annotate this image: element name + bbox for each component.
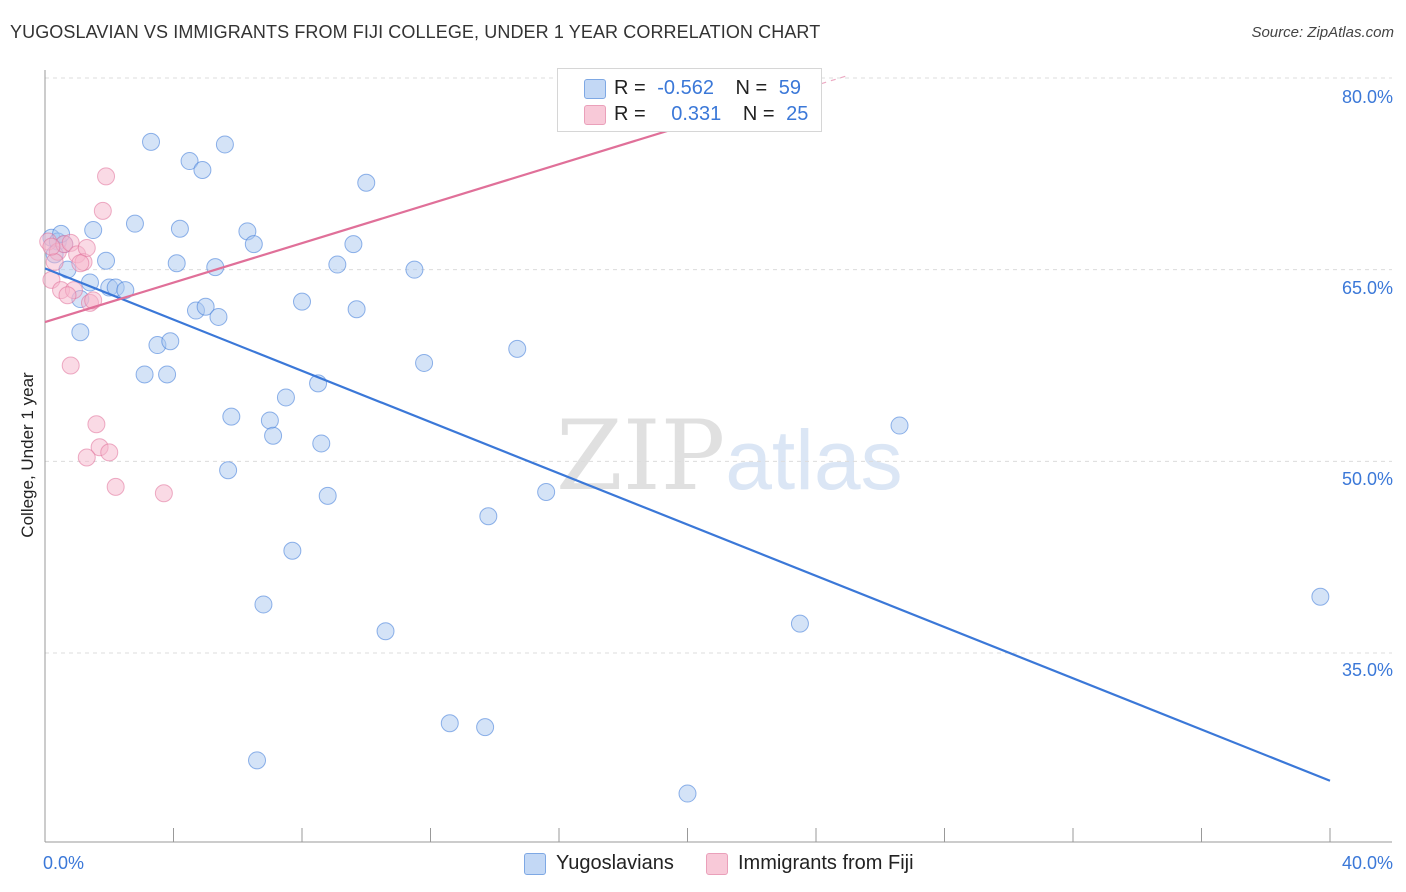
fiji-point — [97, 167, 116, 186]
yugoslavian-point — [125, 214, 144, 233]
yugoslavian-point — [476, 718, 495, 737]
fiji-point — [77, 238, 96, 257]
yugoslavian-point — [71, 323, 90, 342]
yugoslavian-point — [219, 461, 238, 480]
yugoslavian-point — [376, 622, 395, 641]
series-legend: Yugoslavians Immigrants from Fiji — [0, 852, 1406, 878]
fiji-point — [154, 484, 173, 503]
y-axis-label: College, Under 1 year — [18, 372, 37, 538]
yugoslavian-point — [790, 614, 809, 633]
fiji-point — [84, 291, 103, 310]
r-value: -0.562 — [657, 77, 714, 99]
yugoslavian-point — [276, 388, 295, 407]
yugoslavian-point — [264, 426, 283, 445]
y-tick-label: 80.0% — [1341, 87, 1393, 107]
stats-row-fiji: R = 0.331 N = 25 — [584, 103, 809, 126]
r-label: R = — [614, 77, 646, 99]
yugoslavian-point — [344, 235, 363, 254]
x-tick-label-min: 0.0% — [43, 853, 85, 873]
yugoslavian-point — [347, 300, 366, 319]
fiji-point — [93, 201, 112, 220]
fiji-trend-line — [44, 123, 688, 324]
y-tick-label: 35.0% — [1341, 660, 1393, 680]
fiji-point — [87, 415, 106, 434]
watermark: ZIPatlas — [556, 400, 903, 512]
yugoslavian-point — [293, 292, 311, 311]
fiji-point — [100, 443, 119, 462]
fiji-point — [106, 477, 125, 496]
yugoslavian-point — [254, 595, 273, 614]
yugoslavian-point — [170, 219, 189, 238]
legend-label: Yugoslavians — [556, 852, 674, 874]
axes — [44, 70, 1392, 843]
y-tick-label: 65.0% — [1341, 278, 1393, 298]
legend-swatch-blue — [584, 79, 606, 99]
yugoslavian-point — [161, 332, 180, 351]
yugoslavian-point — [537, 483, 556, 501]
n-value: 25 — [786, 103, 809, 125]
yugoslavian-point — [196, 297, 215, 316]
yugoslavian-point — [116, 281, 135, 300]
n-label: N = — [742, 103, 775, 125]
yugoslavian-point — [248, 751, 267, 770]
legend-swatch-blue — [524, 853, 546, 875]
yugoslavian-trend-line — [44, 267, 1331, 782]
watermark-atlas: atlas — [725, 413, 903, 507]
yugoslavian-point — [215, 135, 234, 154]
yugoslavian-point — [209, 307, 228, 326]
yugoslavian-point — [440, 714, 459, 733]
r-value: 0.331 — [671, 103, 722, 125]
legend-swatch-pink — [584, 105, 606, 125]
yugoslavian-point — [142, 132, 161, 151]
chart-title: YUGOSLAVIAN VS IMMIGRANTS FROM FIJI COLL… — [10, 22, 821, 42]
yugoslavian-point — [158, 365, 177, 384]
yugoslavian-point — [244, 235, 263, 254]
data-points — [39, 132, 1330, 803]
gridlines — [45, 77, 1392, 654]
yugoslavian-point — [328, 255, 347, 274]
yugoslavian-point — [318, 486, 337, 505]
yugoslavian-point — [312, 434, 331, 453]
yugoslavian-point — [1311, 587, 1330, 606]
yugoslavian-point — [283, 541, 302, 560]
legend-label: Immigrants from Fiji — [738, 852, 914, 874]
yugoslavian-point — [135, 365, 154, 384]
legend-swatch-pink — [706, 853, 728, 875]
yugoslavian-point — [260, 411, 279, 430]
x-tick-label-max: 40.0% — [1341, 853, 1393, 873]
legend-item-fiji: Immigrants from Fiji — [706, 852, 914, 875]
yugoslavian-point — [508, 339, 527, 358]
yugoslavian-point — [415, 353, 434, 372]
yugoslavian-point — [890, 416, 909, 435]
n-value: 59 — [778, 77, 802, 99]
yugoslavian-point — [678, 784, 697, 803]
trend-lines — [44, 74, 1331, 782]
yugoslavian-point — [405, 260, 424, 279]
yugoslavian-point — [97, 251, 116, 270]
y-tick-label: 50.0% — [1341, 469, 1393, 489]
r-label: R = — [614, 103, 646, 125]
fiji-point — [61, 356, 80, 375]
stats-legend: R = -0.562 N = 59 R = 0.331 N = 25 — [557, 68, 822, 132]
fiji-point — [77, 448, 96, 467]
fiji-point — [58, 286, 77, 305]
fiji-point — [71, 254, 90, 273]
stats-row-yugoslavians: R = -0.562 N = 59 — [584, 77, 802, 100]
yugoslavian-point — [180, 152, 199, 171]
fiji-point — [42, 237, 61, 256]
legend-item-yugoslavians: Yugoslavians — [524, 852, 674, 875]
yugoslavian-point — [167, 254, 186, 273]
yugoslavian-point — [84, 221, 103, 240]
yugoslavian-point — [193, 161, 212, 179]
yugoslavian-point — [357, 173, 376, 192]
watermark-zip: ZIP — [556, 400, 726, 512]
yugoslavian-point — [222, 407, 241, 426]
fiji-point — [45, 253, 64, 271]
n-label: N = — [735, 77, 768, 99]
source-label: Source: ZipAtlas.com — [1251, 24, 1394, 41]
yugoslavian-point — [479, 507, 498, 526]
